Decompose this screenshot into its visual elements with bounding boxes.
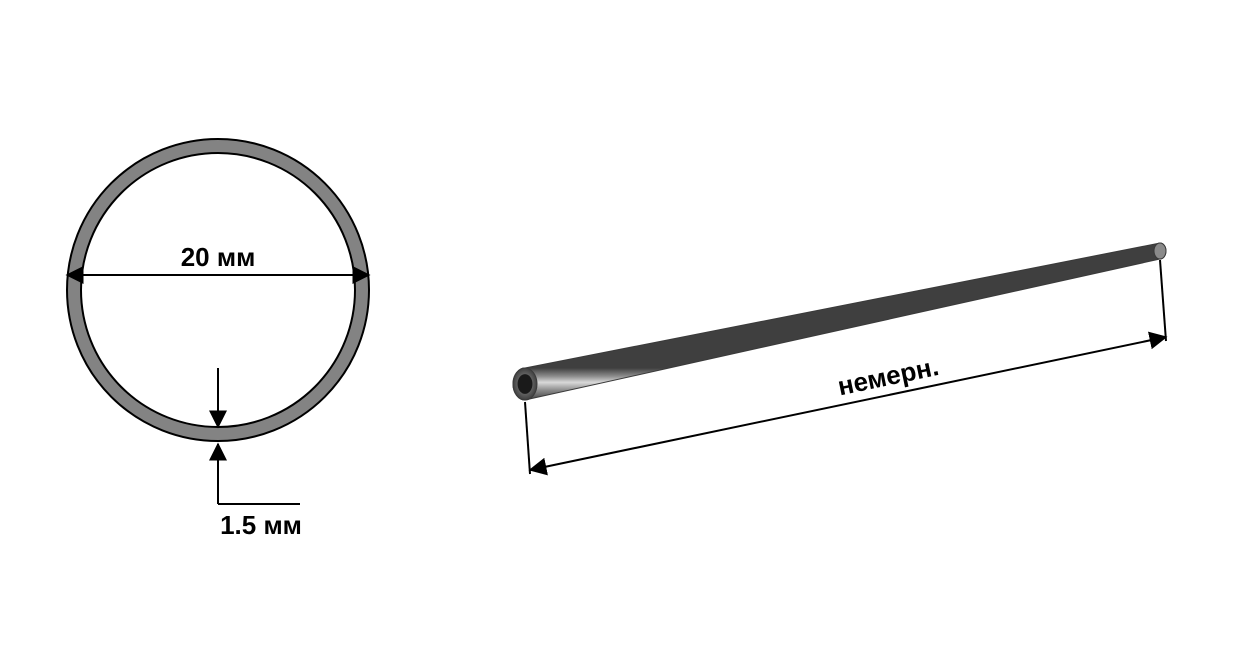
- cross-section: 20 мм 1.5 мм: [67, 139, 369, 540]
- diameter-label: 20 мм: [181, 242, 256, 272]
- length-ext-right: [1160, 260, 1166, 341]
- pipe-left-hole: [518, 374, 533, 394]
- length-ext-left: [525, 402, 530, 474]
- wall-thickness-label: 1.5 мм: [220, 510, 302, 540]
- length-label: немерн.: [835, 351, 941, 401]
- pipe-right-cap: [1154, 243, 1166, 259]
- pipe: немерн.: [513, 243, 1166, 474]
